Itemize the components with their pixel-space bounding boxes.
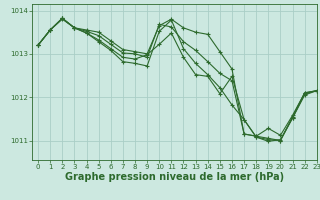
X-axis label: Graphe pression niveau de la mer (hPa): Graphe pression niveau de la mer (hPa) <box>65 172 284 182</box>
